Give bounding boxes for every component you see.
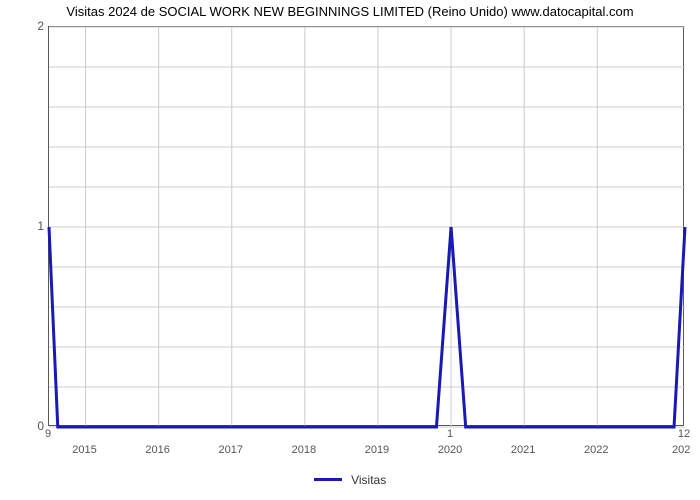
y-tick-label: 2 (14, 19, 44, 33)
legend-label: Visitas (351, 473, 386, 487)
y-tick-label: 1 (14, 219, 44, 233)
series-visitas (49, 227, 685, 427)
x-tick-label-edge: 202 (672, 444, 700, 456)
x-tick-label: 2020 (425, 444, 475, 456)
secondary-x-label: 12 (669, 428, 699, 440)
secondary-x-label: 1 (435, 428, 465, 440)
x-tick-label: 2021 (498, 444, 548, 456)
x-tick-label: 2022 (571, 444, 621, 456)
x-tick-label: 2015 (60, 444, 110, 456)
legend: Visitas (0, 472, 700, 487)
chart-container: Visitas 2024 de SOCIAL WORK NEW BEGINNIN… (0, 0, 700, 500)
gridlines (49, 27, 685, 427)
x-tick-label: 2017 (206, 444, 256, 456)
legend-swatch (314, 478, 342, 481)
plot-svg (49, 27, 685, 427)
chart-title: Visitas 2024 de SOCIAL WORK NEW BEGINNIN… (0, 4, 700, 19)
x-tick-label: 2016 (133, 444, 183, 456)
secondary-x-label: 9 (33, 428, 63, 440)
x-tick-label: 2018 (279, 444, 329, 456)
x-tick-label: 2019 (352, 444, 402, 456)
plot-area (48, 26, 684, 426)
